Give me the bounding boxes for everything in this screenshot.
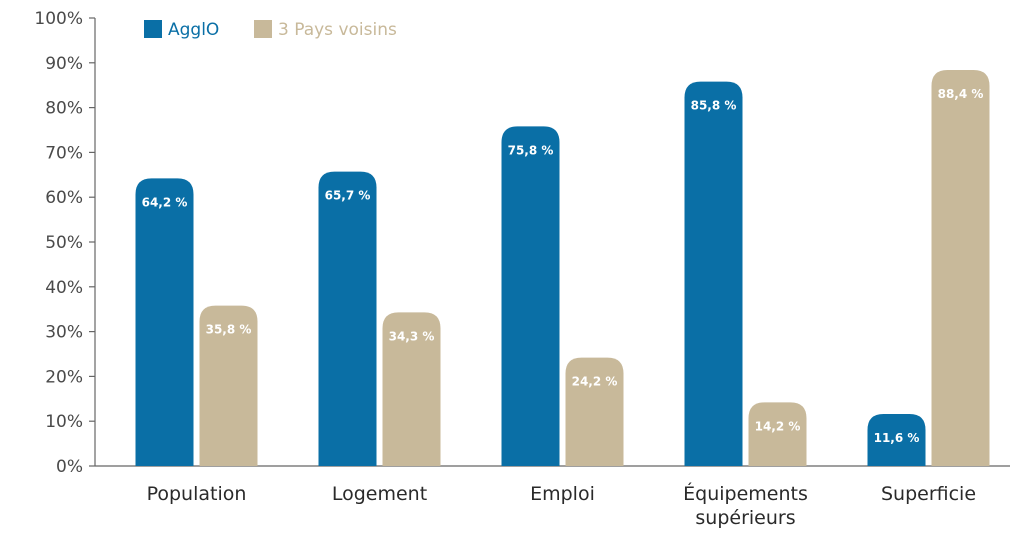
legend: AgglO 3 Pays voisins [144,20,397,40]
x-category-label: Superficie [881,483,976,505]
y-tick-label: 40% [45,278,83,298]
bar-value-label: 88,4 % [938,87,984,101]
bar-value-label: 11,6 % [874,431,920,445]
bars: 64,2 % 35,8 % 65,7 % 34,3 % 75,8 % 24,2 % 85,8… [135,69,990,466]
y-tick-label: 60% [45,188,83,208]
bar-value-label: 65,7 % [325,189,371,203]
legend-label: AgglO [168,20,219,40]
bar-value-label: 14,2 % [755,419,801,433]
y-tick-label: 80% [45,99,83,119]
bar-value-label: 24,2 % [572,375,618,389]
y-tick-label: 30% [45,323,83,343]
bar-value-label: 35,8 % [206,323,252,337]
y-tick-label: 100% [34,9,83,29]
x-category-label: Population [147,483,247,505]
bar-pays-voisins [748,402,807,466]
bar-value-label: 85,8 % [691,99,737,113]
x-category-label: Emploi [530,483,595,505]
bar-value-label: 34,3 % [389,329,435,343]
bar-pays-voisins [565,357,624,466]
y-tick-label: 50% [45,233,83,253]
legend-label: 3 Pays voisins [278,20,397,40]
bar-agglo [135,178,194,466]
bar-pays-voisins [931,69,990,466]
y-tick-label: 20% [45,367,83,387]
x-category-label: supérieurs [695,507,795,529]
y-tick-label: 70% [45,143,83,163]
bar-pays-voisins [199,305,258,466]
bar-value-label: 75,8 % [508,143,554,157]
legend-swatch [144,20,162,38]
y-tick-label: 10% [45,412,83,432]
legend-swatch [254,20,272,38]
bar-agglo [867,414,926,466]
y-tick-label: 0% [56,457,83,477]
x-category-label: Équipements [683,482,808,505]
y-axis: 0% 10% 20% 30% 40% 50% 60% 70% 80% 90% 100% [34,9,96,477]
bar-value-label: 64,2 % [142,195,188,209]
bar-agglo [501,126,560,466]
y-tick-label: 90% [45,54,83,74]
x-axis: Population Logement Emploi Équipementssupér… [95,465,1010,529]
bar-agglo [684,81,743,466]
bar-agglo [318,171,377,466]
x-category-label: Logement [332,483,427,505]
bar-pays-voisins [382,312,441,466]
